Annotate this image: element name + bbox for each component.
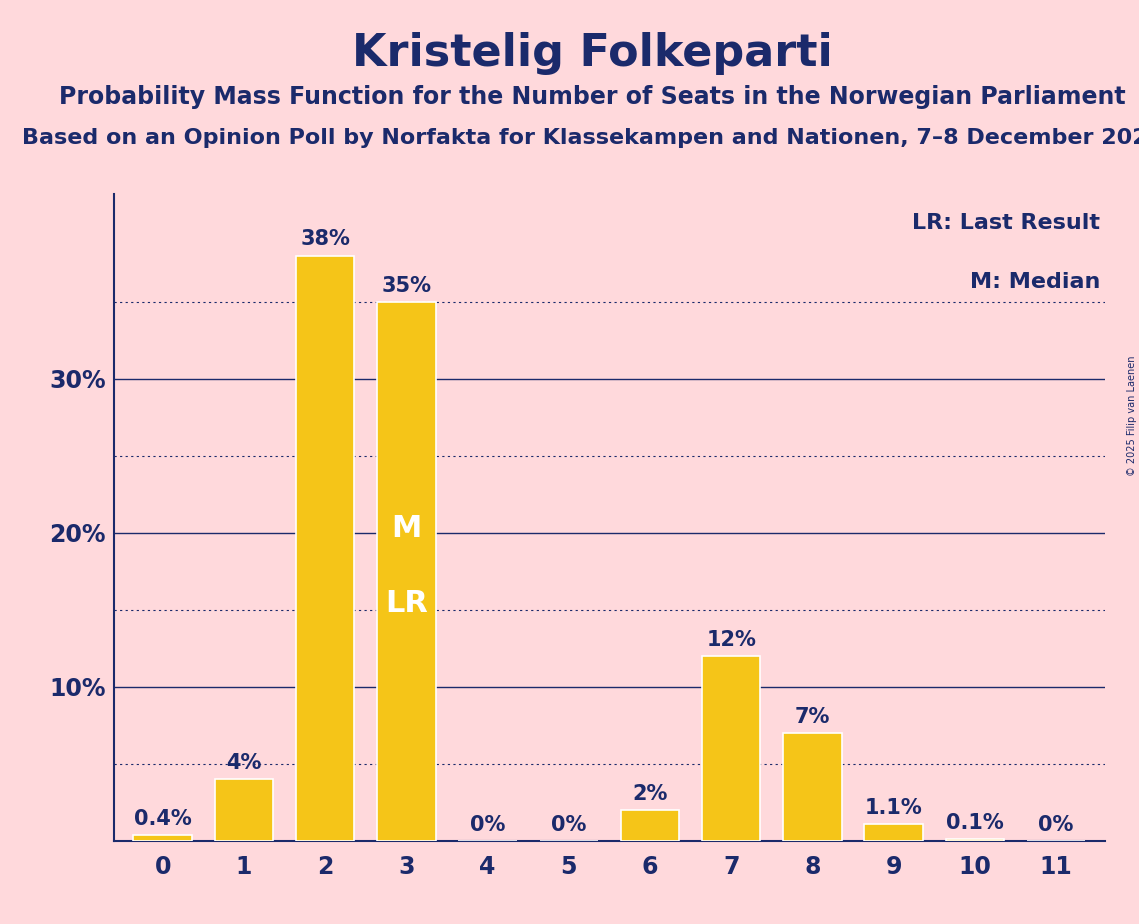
Text: 0.4%: 0.4% xyxy=(133,808,191,829)
Text: M: Median: M: Median xyxy=(969,272,1100,292)
Text: 0%: 0% xyxy=(470,815,506,834)
Bar xyxy=(214,779,273,841)
Text: 7%: 7% xyxy=(795,707,830,727)
Bar xyxy=(945,839,1005,841)
Text: M: M xyxy=(391,514,421,542)
Text: LR: Last Result: LR: Last Result xyxy=(912,213,1100,234)
Text: 0%: 0% xyxy=(1039,815,1074,834)
Bar xyxy=(296,256,354,841)
Text: Probability Mass Function for the Number of Seats in the Norwegian Parliament: Probability Mass Function for the Number… xyxy=(59,85,1125,109)
Text: 35%: 35% xyxy=(382,275,432,296)
Bar xyxy=(702,656,761,841)
Text: 0%: 0% xyxy=(551,815,587,834)
Text: 1.1%: 1.1% xyxy=(865,797,923,818)
Bar xyxy=(133,834,191,841)
Bar xyxy=(621,810,679,841)
Text: 12%: 12% xyxy=(706,630,756,650)
Text: Based on an Opinion Poll by Norfakta for Klassekampen and Nationen, 7–8 December: Based on an Opinion Poll by Norfakta for… xyxy=(22,128,1139,148)
Text: 2%: 2% xyxy=(632,784,667,804)
Bar xyxy=(865,824,923,841)
Text: 38%: 38% xyxy=(301,229,350,249)
Text: LR: LR xyxy=(385,590,428,618)
Bar xyxy=(784,733,842,841)
Text: 4%: 4% xyxy=(227,753,262,773)
Text: Kristelig Folkeparti: Kristelig Folkeparti xyxy=(352,32,833,76)
Bar xyxy=(377,302,435,841)
Text: 0.1%: 0.1% xyxy=(947,813,1003,833)
Text: © 2025 Filip van Laenen: © 2025 Filip van Laenen xyxy=(1126,356,1137,476)
